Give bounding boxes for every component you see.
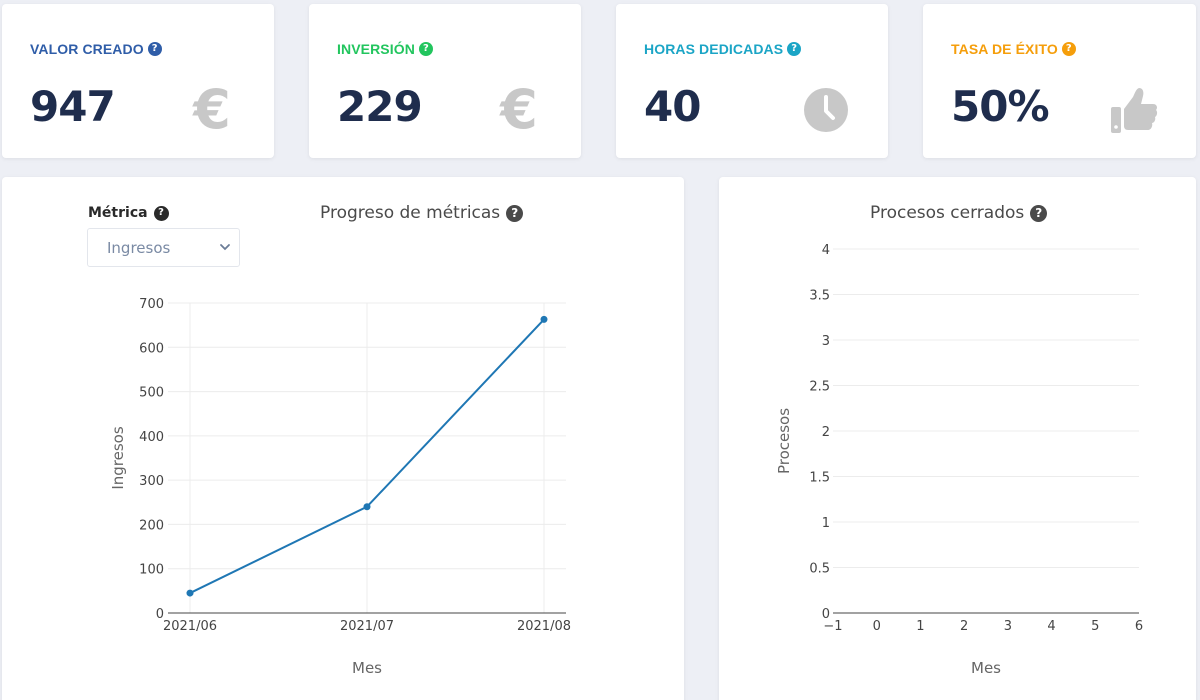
kpi-value: 50% [951,82,1050,131]
y-axis-title: Procesos [775,408,793,474]
ingresos-line-chart: 0 100 200 300 400 500 600 700 2021/06 2021/07 2021… [109,297,571,677]
y-tick-label: 600 [139,341,164,356]
x-tick-label: 2 [960,619,968,634]
panel-title-text: Progreso de métricas [320,203,501,223]
kpi-title-text: TASA DE ÉXITO [951,41,1058,57]
kpi-card-inversion: INVERSIÓN ? 229 € [309,4,581,158]
kpi-title: HORAS DEDICADAS ? [644,41,802,57]
panel-title-text: Procesos cerrados [870,203,1025,223]
y-tick-label: 2 [822,425,830,440]
x-tick-label: 5 [1091,619,1099,634]
y-tick-label: 0.5 [809,562,830,577]
y-tick-label: 4 [822,243,830,258]
x-tick-label: 6 [1135,619,1143,634]
y-tick-label: 100 [139,563,164,578]
closed-processes-panel: Procesos cerrados ? 0 0.5 1 1.5 2 2.5 3 3.5 4 −1 0… [719,177,1196,700]
y-tick-label: 200 [139,518,164,533]
kpi-card-tasa-exito: TASA DE ÉXITO ? 50% [923,4,1196,158]
help-icon[interactable]: ? [147,42,162,56]
kpi-value: 229 [337,82,423,131]
y-tick-label: 0 [822,607,830,622]
kpi-title: INVERSIÓN ? [337,41,433,57]
help-icon[interactable]: ? [1061,42,1076,56]
kpi-value: 947 [30,82,116,131]
panel-title: Procesos cerrados ? [870,203,1048,223]
y-tick-label: 700 [139,297,164,312]
thumbs-up-icon [1108,82,1160,138]
kpi-value: 40 [644,82,701,131]
x-tick-label: 2021/06 [163,619,217,634]
kpi-title-text: HORAS DEDICADAS [644,41,784,57]
x-tick-label: 1 [916,619,924,634]
metric-label-text: Métrica [88,205,148,221]
x-tick-label: 0 [873,619,881,634]
y-tick-label: 0 [156,607,164,622]
kpi-title-text: VALOR CREADO [30,41,144,57]
kpi-card-horas-dedicadas: HORAS DEDICADAS ? 40 [616,4,888,158]
data-point [540,315,548,323]
help-icon[interactable]: ? [787,42,802,56]
y-tick-label: 400 [139,430,164,445]
kpi-title-text: INVERSIÓN [337,41,415,57]
x-tick-label: 3 [1004,619,1012,634]
kpi-card-valor-creado: VALOR CREADO ? 947 € [2,4,274,158]
data-point [363,503,371,511]
metrics-progress-panel: Métrica ? Ingresos Progreso de métricas … [2,177,684,700]
kpi-title: VALOR CREADO ? [30,41,162,57]
x-axis-title: Mes [971,659,1001,677]
y-tick-label: 1 [822,516,830,531]
metric-select[interactable]: Ingresos [87,228,240,267]
panel-title: Progreso de métricas ? [320,203,524,223]
y-tick-label: 2.5 [809,380,830,395]
y-tick-label: 3.5 [809,289,830,304]
help-icon[interactable]: ? [1030,204,1048,222]
y-tick-label: 300 [139,474,164,489]
euro-icon: € [193,78,231,141]
help-icon[interactable]: ? [153,205,169,221]
euro-icon: € [500,78,538,141]
help-icon[interactable]: ? [418,42,433,56]
y-tick-label: 1.5 [809,471,830,486]
help-icon[interactable]: ? [506,204,524,222]
y-axis-title: Ingresos [109,426,127,490]
x-tick-label: 4 [1047,619,1055,634]
metric-label: Métrica ? [88,205,169,221]
y-tick-label: 3 [822,334,830,349]
kpi-title: TASA DE ÉXITO ? [951,41,1076,57]
chevron-down-icon [220,244,230,251]
y-tick-label: 500 [139,386,164,401]
x-tick-label: −1 [823,619,842,634]
clock-icon [800,82,852,138]
metric-select-value: Ingresos [107,238,171,257]
x-tick-label: 2021/07 [340,619,394,634]
data-point [186,589,194,597]
x-tick-label: 2021/08 [517,619,571,634]
x-axis-title: Mes [352,659,382,677]
